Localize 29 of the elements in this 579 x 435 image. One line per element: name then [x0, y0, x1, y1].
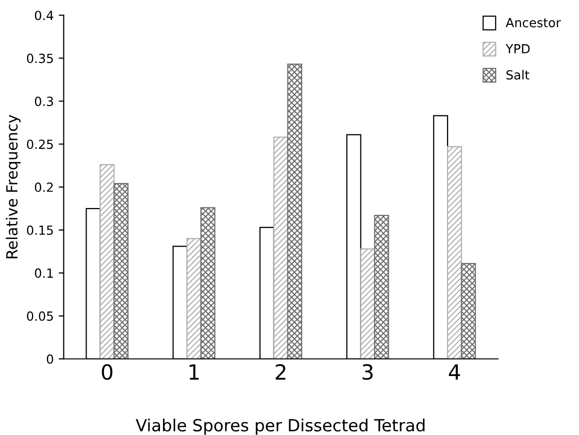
y-tick-label: 0.4	[34, 10, 54, 20]
bar	[200, 207, 216, 359]
y-axis-title: Relative Frequency	[6, 114, 21, 258]
bar	[360, 248, 376, 359]
y-tick-label: 0.25	[26, 140, 53, 150]
y-tick-label: 0	[46, 354, 54, 364]
y-tick-label: 0.15	[26, 225, 53, 235]
x-tick-label: 2	[276, 364, 286, 380]
bar	[186, 238, 202, 359]
y-tick-label: 0.1	[34, 268, 53, 278]
bar	[374, 214, 390, 359]
x-tick-label: 3	[362, 364, 373, 380]
x-tick-label: 0	[102, 364, 112, 380]
bar	[447, 146, 462, 359]
y-tick-label: 0.3	[34, 96, 53, 106]
y-tick-label: 0.2	[34, 182, 53, 192]
legend-label: Salt	[506, 70, 530, 80]
x-axis-title: Viable Spores per Dissected Tetrad	[136, 418, 424, 435]
x-tick-label: 4	[448, 364, 460, 380]
bar	[100, 164, 115, 359]
y-tick-label: 0.05	[26, 311, 53, 321]
bar	[114, 183, 129, 359]
bar	[287, 64, 302, 359]
legend-label: YPD	[506, 44, 530, 54]
y-tick-label: 0.35	[26, 54, 53, 64]
bar	[273, 136, 288, 359]
bar	[460, 262, 476, 359]
legend-label: Ancestor	[506, 18, 561, 28]
x-tick-label: 1	[190, 364, 199, 380]
